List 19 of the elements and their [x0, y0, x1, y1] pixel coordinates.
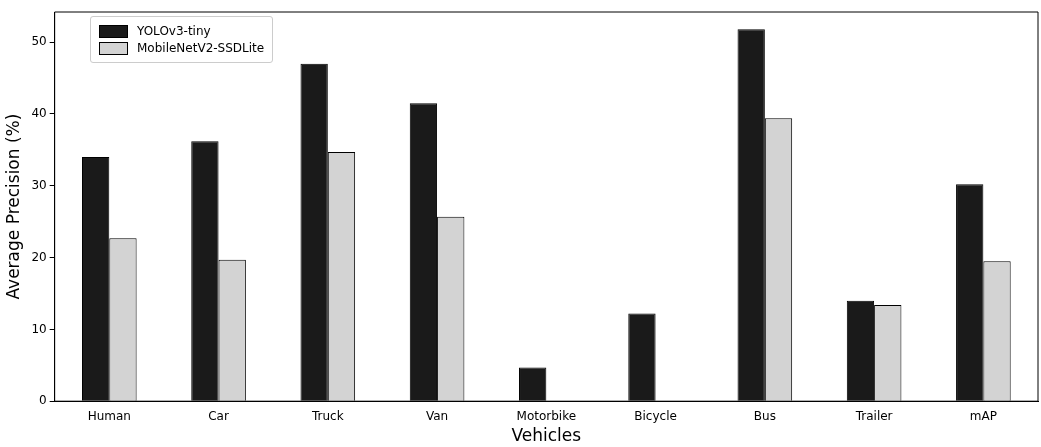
x-tick-label: Van [425, 408, 449, 423]
y-tick-label: 50 [31, 34, 47, 49]
x-tick-label: Car [208, 408, 229, 423]
y-tick-label: 20 [31, 249, 47, 264]
x-tick-label: Bicycle [634, 408, 677, 423]
legend-label: YOLOv3-tiny [137, 24, 211, 38]
y-tick-label: 0 [39, 393, 47, 408]
x-tick-label: Human [87, 408, 131, 423]
legend-label: MobileNetV2-SSDLite [137, 41, 265, 55]
y-tick-label: 30 [31, 177, 47, 192]
y-tick-label: 40 [31, 106, 47, 121]
x-tick-label: Trailer [854, 408, 893, 423]
x-tick-label: Motorbike [516, 408, 577, 423]
x-tick-label: mAP [969, 408, 997, 423]
y-axis-title: Average Precision (%) [2, 113, 23, 300]
x-axis-title: Vehicles [511, 425, 582, 446]
x-tick-label: Bus [753, 408, 776, 423]
x-tick-label: Truck [310, 408, 344, 423]
y-tick-label: 10 [31, 321, 47, 336]
